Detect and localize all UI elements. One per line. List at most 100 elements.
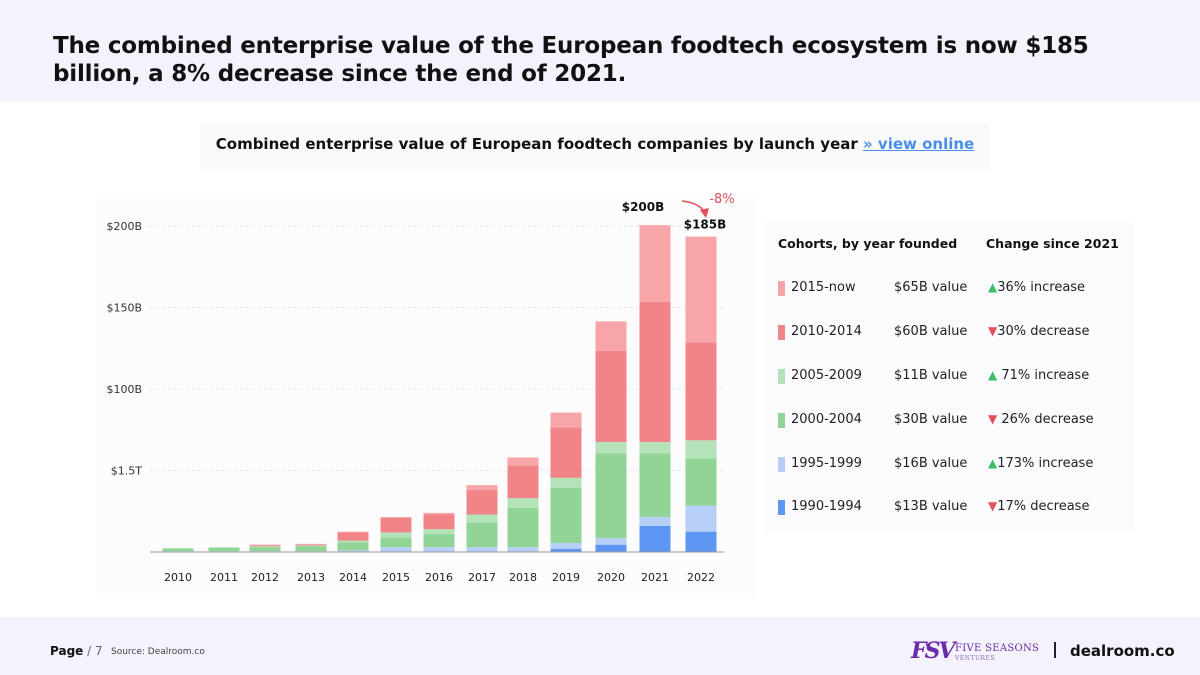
- bar-segment: [639, 301, 671, 442]
- legend-row: 2010-2014 $60B value ▼30% decrease: [778, 322, 1138, 344]
- bar-segment: [550, 543, 582, 549]
- bar-segment: [507, 457, 539, 466]
- bar-segment: [249, 547, 281, 552]
- bar-segment: [507, 498, 539, 508]
- bar-segment: [550, 548, 582, 552]
- stacked-bar-chart: $200B $150B $100B $1.5T 2010 2011 2012 2013 2014…: [106, 192, 734, 584]
- bar-segment: [639, 525, 671, 552]
- legend-cohort-name: 2010-2014: [791, 324, 862, 339]
- bar-segment: [380, 537, 412, 548]
- chart-title: Combined enterprise value of European fo…: [200, 122, 990, 170]
- legend-swatch: [778, 457, 785, 472]
- bar-segment: [466, 522, 498, 548]
- bar-segment: [685, 236, 717, 343]
- source-note: Source: Dealroom.co: [111, 647, 205, 657]
- five-seasons-logo[interactable]: FSV FIVE SEASONS VENTURES: [911, 638, 1039, 666]
- legend-swatch: [778, 369, 785, 384]
- bar-segment: [337, 540, 369, 543]
- bar-segment: [249, 544, 281, 546]
- bar-segment: [685, 342, 717, 441]
- view-online-link[interactable]: » view online: [863, 135, 975, 153]
- bar-segment: [639, 441, 671, 454]
- legend-col-change: Change since 2021: [986, 236, 1119, 251]
- x-tick-label: 2016: [425, 571, 453, 584]
- bar-segment: [507, 547, 539, 552]
- legend-cohort-name: 2005-2009: [791, 368, 862, 383]
- legend-swatch: [778, 281, 785, 296]
- page-headline: The combined enterprise value of the Eur…: [53, 33, 1089, 87]
- bar-segment: [208, 547, 240, 552]
- bar-segment: [507, 465, 539, 499]
- x-tick-label: 2014: [339, 571, 367, 584]
- bar-segment: [595, 350, 627, 442]
- x-tick-label: 2022: [687, 571, 715, 584]
- legend-cohort-name: 2000-2004: [791, 412, 862, 427]
- bar-segment: [550, 487, 582, 544]
- bar-segment: [162, 547, 194, 549]
- dealroom-logo[interactable]: dealroom.co: [1070, 642, 1175, 660]
- bar-segment: [466, 514, 498, 523]
- bar-segment: [337, 550, 369, 552]
- bar-segment: [595, 538, 627, 545]
- bar-segment: [685, 440, 717, 459]
- bar-segment: [595, 544, 627, 552]
- x-tick-label: 2019: [552, 571, 580, 584]
- bar-segment: [380, 517, 412, 533]
- y-tick-label: $150B: [106, 302, 142, 315]
- legend-row: 2005-2009 $11B value ▲ 71% increase: [778, 366, 1138, 388]
- bar-segment: [337, 532, 369, 541]
- legend-cohort-value: $65B value: [894, 280, 968, 295]
- bar-segment: [295, 543, 327, 545]
- bar-segment: [550, 412, 582, 428]
- legend-background: [764, 222, 1134, 532]
- annotation-2021-total: $200B: [622, 200, 665, 214]
- legend-change: ▲ 71% increase: [988, 368, 1089, 383]
- footer-band: [0, 617, 1200, 675]
- legend-change: ▲173% increase: [988, 456, 1093, 471]
- triangle-down-icon: ▼: [988, 324, 998, 338]
- triangle-up-icon: ▲: [988, 456, 998, 470]
- legend-change-text: 173% increase: [997, 456, 1094, 471]
- legend-cohort-value: $60B value: [894, 324, 968, 339]
- legend-swatch: [778, 500, 785, 515]
- triangle-up-icon: ▲: [988, 368, 998, 382]
- legend-cohort-value: $11B value: [894, 368, 968, 383]
- bar-segment: [595, 321, 627, 351]
- bar-segment: [550, 477, 582, 488]
- annotation-change: -8%: [709, 192, 734, 207]
- x-tick-label: 2017: [468, 571, 496, 584]
- legend-change-text: 30% decrease: [997, 324, 1090, 339]
- x-tick-label: 2010: [164, 571, 192, 584]
- legend-change-text: 17% decrease: [997, 499, 1090, 514]
- legend-row: 1995-1999 $16B value ▲173% increase: [778, 454, 1138, 476]
- annotation-2022-total: $185B: [684, 218, 727, 232]
- bar-segment: [595, 441, 627, 454]
- legend-row: 2000-2004 $30B value ▼ 26% decrease: [778, 410, 1138, 432]
- bar-segment: [685, 458, 717, 506]
- legend-swatch: [778, 413, 785, 428]
- fsv-monogram: FSV: [911, 638, 956, 664]
- bar-segment: [423, 529, 455, 535]
- legend-change-text: 71% increase: [997, 368, 1090, 383]
- bar-segment: [685, 505, 717, 532]
- x-tick-label: 2021: [641, 571, 669, 584]
- triangle-up-icon: ▲: [988, 280, 998, 294]
- bar-segment: [249, 546, 281, 548]
- header-band: [0, 0, 1200, 102]
- legend-change: ▼17% decrease: [988, 499, 1089, 514]
- bar-segment: [162, 548, 194, 552]
- x-tick-label: 2012: [251, 571, 279, 584]
- legend-swatch: [778, 325, 785, 340]
- fsv-name: FIVE SEASONS: [955, 643, 1040, 654]
- y-tick-label: $1.5T: [111, 465, 142, 478]
- y-tick-label: $100B: [106, 383, 142, 396]
- legend-cohort-name: 1990-1994: [791, 499, 862, 514]
- legend-change: ▼30% decrease: [988, 324, 1089, 339]
- bar-segment: [423, 512, 455, 515]
- fsv-subtitle: VENTURES: [955, 655, 996, 662]
- legend-change: ▼ 26% decrease: [988, 412, 1094, 427]
- bar-segment: [507, 507, 539, 548]
- bar-segment: [639, 516, 671, 526]
- legend-cohort-value: $13B value: [894, 499, 968, 514]
- bar-segment: [550, 427, 582, 478]
